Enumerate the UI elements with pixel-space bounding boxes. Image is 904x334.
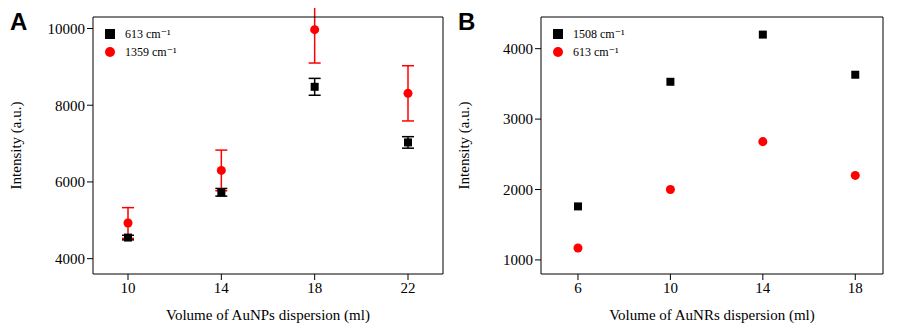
- svg-text:22: 22: [401, 280, 416, 296]
- svg-text:Volume of AuNRs dispersion (ml: Volume of AuNRs dispersion (ml): [609, 307, 815, 324]
- svg-text:3000: 3000: [503, 111, 533, 127]
- svg-text:8000: 8000: [55, 98, 85, 114]
- svg-text:6: 6: [574, 280, 582, 296]
- svg-text:Intensity (a.u.): Intensity (a.u.): [8, 102, 25, 190]
- html-text:A: A: [10, 8, 28, 35]
- html-text:B: B: [458, 8, 476, 35]
- html-text:613 cm⁻¹: 613 cm⁻¹: [573, 45, 619, 59]
- svg-text:18: 18: [848, 280, 863, 296]
- svg-text:14: 14: [755, 280, 771, 296]
- html-text:1359 cm⁻¹: 1359 cm⁻¹: [125, 45, 177, 59]
- html-text:613 cm⁻¹: 613 cm⁻¹: [125, 27, 171, 41]
- svg-text:10000: 10000: [48, 21, 86, 37]
- svg-text:2000: 2000: [503, 182, 533, 198]
- svg-text:18: 18: [307, 280, 322, 296]
- svg-text:14: 14: [214, 280, 230, 296]
- html-text:1508 cm⁻¹: 1508 cm⁻¹: [573, 27, 625, 41]
- svg-text:Intensity (a.u.): Intensity (a.u.): [456, 102, 473, 190]
- svg-text:10: 10: [663, 280, 678, 296]
- svg-text:4000: 4000: [503, 41, 533, 57]
- svg-text:6000: 6000: [55, 174, 85, 190]
- svg-text:4000: 4000: [55, 251, 85, 267]
- svg-text:1000: 1000: [503, 252, 533, 268]
- svg-text:Volume of AuNPs dispersion (ml: Volume of AuNPs dispersion (ml): [166, 307, 370, 324]
- svg-text:10: 10: [121, 280, 136, 296]
